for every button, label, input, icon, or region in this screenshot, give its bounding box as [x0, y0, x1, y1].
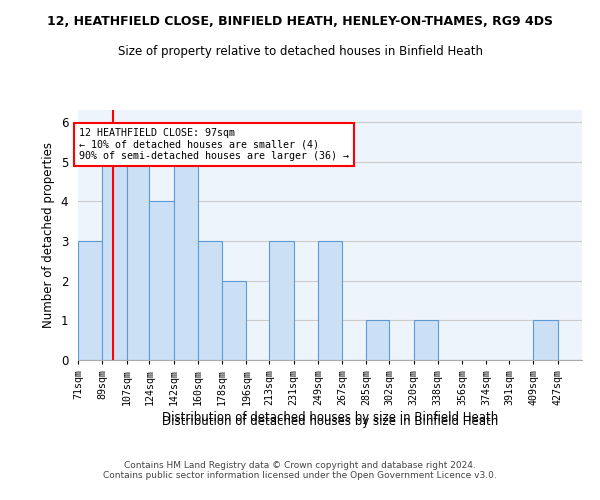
Bar — [533, 320, 558, 360]
Bar — [198, 241, 222, 360]
Text: Contains HM Land Registry data © Crown copyright and database right 2024.
Contai: Contains HM Land Registry data © Crown c… — [103, 460, 497, 480]
Bar — [149, 202, 173, 360]
Text: 12 HEATHFIELD CLOSE: 97sqm
← 10% of detached houses are smaller (4)
90% of semi-: 12 HEATHFIELD CLOSE: 97sqm ← 10% of deta… — [79, 128, 349, 161]
Bar — [78, 241, 102, 360]
Text: 12, HEATHFIELD CLOSE, BINFIELD HEATH, HENLEY-ON-THAMES, RG9 4DS: 12, HEATHFIELD CLOSE, BINFIELD HEATH, HE… — [47, 15, 553, 28]
Bar — [367, 320, 389, 360]
Text: Distribution of detached houses by size in Binfield Heath: Distribution of detached houses by size … — [162, 415, 498, 428]
Bar — [222, 280, 247, 360]
Bar — [318, 241, 342, 360]
Y-axis label: Number of detached properties: Number of detached properties — [42, 142, 55, 328]
Bar — [413, 320, 438, 360]
X-axis label: Distribution of detached houses by size in Binfield Heath: Distribution of detached houses by size … — [162, 410, 498, 424]
Bar — [173, 162, 198, 360]
Bar — [127, 162, 149, 360]
Text: Size of property relative to detached houses in Binfield Heath: Size of property relative to detached ho… — [118, 45, 482, 58]
Bar — [269, 241, 293, 360]
Bar — [102, 162, 127, 360]
